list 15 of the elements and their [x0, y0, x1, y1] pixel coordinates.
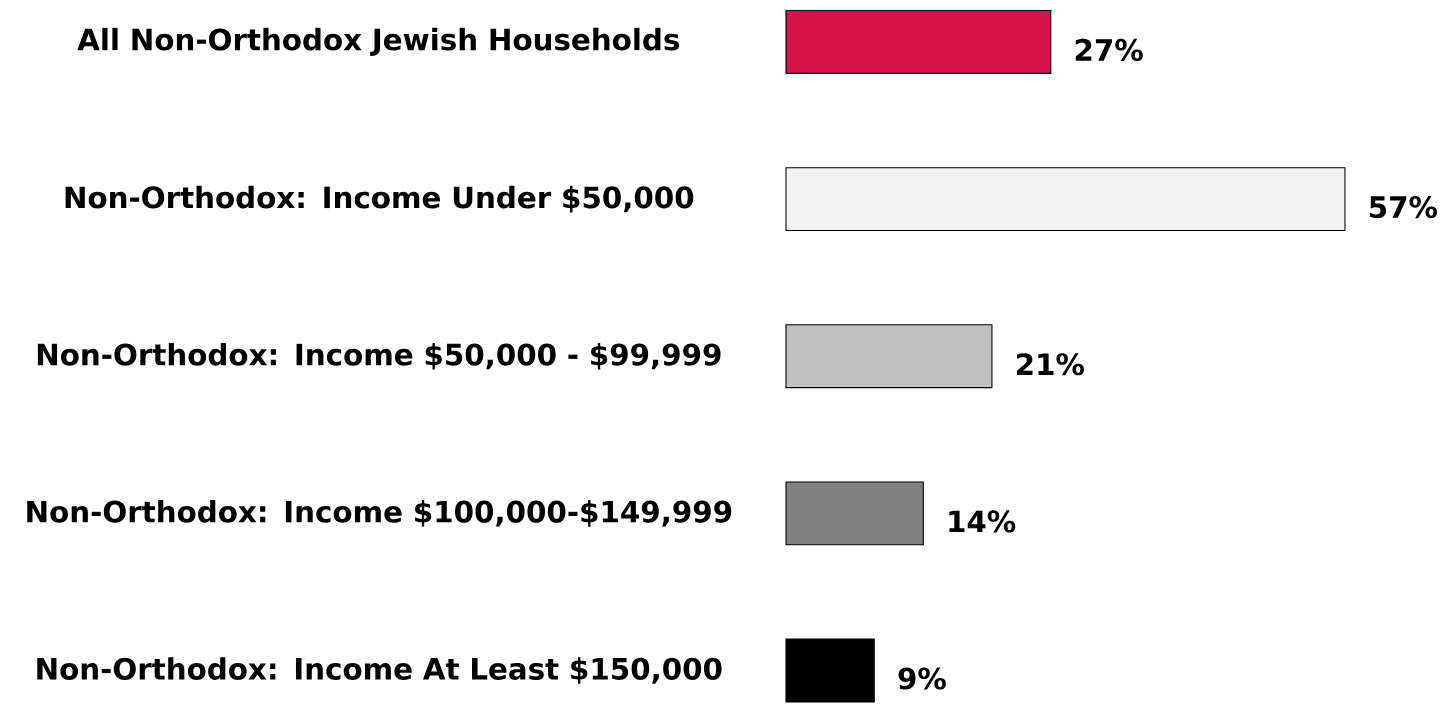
y-tick-label: Non-Orthodox: Income $100,000-$149,999 — [27, 500, 732, 527]
bar — [785, 167, 1346, 232]
bar — [785, 324, 993, 389]
data-label: 27% — [1075, 38, 1143, 62]
y-tick-label: Non-Orthodox: Income At Least $150,000 — [37, 657, 722, 684]
bar — [785, 638, 875, 703]
data-label: 14% — [949, 510, 1016, 533]
bar — [785, 481, 924, 546]
y-tick-label: Non-Orthodox: Income Under $50,000 — [65, 185, 694, 213]
bar — [785, 9, 1052, 74]
y-tick-label: All Non-Orthodox Jewish Households — [77, 27, 679, 57]
y-tick-label: Non-Orthodox: Income $50,000 - $99,999 — [37, 342, 721, 370]
data-label: 21% — [1016, 353, 1084, 376]
data-label: 9% — [898, 667, 946, 690]
data-label: 57% — [1369, 196, 1437, 219]
